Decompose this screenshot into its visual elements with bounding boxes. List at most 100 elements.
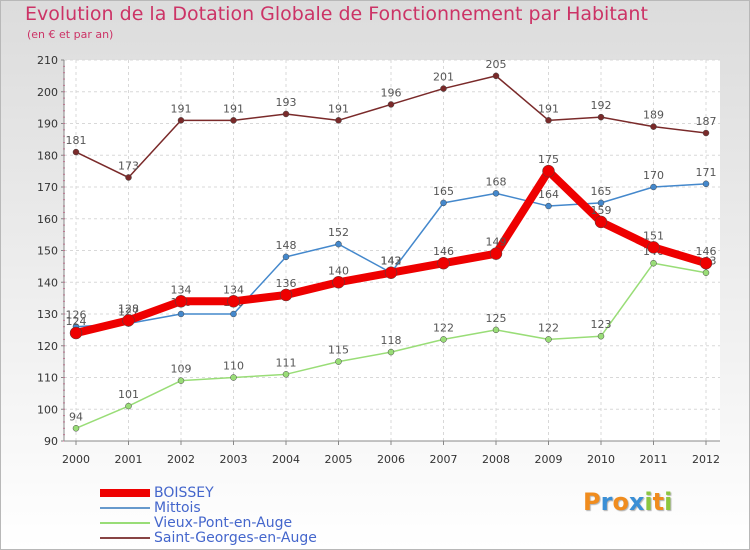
data-point-mittois <box>335 240 342 248</box>
data-point-boissey <box>332 276 345 289</box>
x-tick-label: 2008 <box>482 453 510 466</box>
data-point-vieux-pont-en-auge <box>230 374 237 381</box>
x-tick-label: 2002 <box>167 453 195 466</box>
data-point-boissey <box>594 215 608 229</box>
data-point-saint-georges-en-auge <box>230 117 237 124</box>
data-point-saint-georges-en-auge <box>702 129 710 137</box>
data-point-saint-georges-en-auge <box>387 101 395 108</box>
data-label-saint-georges-en-auge: 191 <box>223 102 244 115</box>
data-label-boissey: 149 <box>486 236 507 249</box>
legend-label: Vieux-Pont-en-Auge <box>154 515 293 531</box>
data-point-saint-georges-en-auge <box>282 110 290 118</box>
data-point-vieux-pont-en-auge <box>177 377 185 384</box>
x-tick-label: 2004 <box>272 453 300 466</box>
data-point-mittois <box>282 253 290 261</box>
data-label-saint-georges-en-auge: 196 <box>381 86 402 99</box>
data-label-mittois: 126 <box>66 309 87 322</box>
data-point-vieux-pont-en-auge <box>597 332 605 340</box>
x-tick-label: 2012 <box>692 453 720 466</box>
data-label-saint-georges-en-auge: 192 <box>591 99 612 112</box>
data-point-mittois <box>230 310 237 318</box>
data-point-mittois <box>492 190 500 197</box>
data-point-mittois <box>440 199 447 207</box>
data-label-boissey: 134 <box>223 283 244 296</box>
y-tick-label: 190 <box>37 118 58 131</box>
data-point-mittois <box>597 199 605 207</box>
data-point-mittois <box>702 180 710 188</box>
legend-swatch <box>100 537 150 539</box>
data-label-vieux-pont-en-auge: 123 <box>591 318 612 331</box>
data-point-mittois <box>650 183 657 191</box>
data-label-vieux-pont-en-auge: 110 <box>223 360 244 373</box>
data-point-vieux-pont-en-auge <box>335 358 342 365</box>
y-tick-label: 160 <box>37 213 58 226</box>
chart-title: Evolution de la Dotation Globale de Fonc… <box>25 3 648 25</box>
data-point-mittois <box>177 310 185 318</box>
data-label-boissey: 140 <box>328 264 349 277</box>
data-point-saint-georges-en-auge <box>597 113 605 121</box>
legend-swatch <box>100 507 150 509</box>
data-point-boissey <box>69 326 83 340</box>
x-tick-label: 2003 <box>220 453 248 466</box>
data-label-saint-georges-en-auge: 173 <box>118 159 139 172</box>
y-tick-label: 140 <box>37 276 58 289</box>
data-point-vieux-pont-en-auge <box>702 269 710 276</box>
data-label-vieux-pont-en-auge: 115 <box>328 344 349 357</box>
data-label-mittois: 152 <box>328 226 349 239</box>
data-label-boissey: 136 <box>276 277 297 290</box>
data-label-boissey: 134 <box>171 283 192 296</box>
data-label-saint-georges-en-auge: 191 <box>328 102 349 115</box>
x-tick-label: 2010 <box>587 453 615 466</box>
data-label-saint-georges-en-auge: 191 <box>538 102 559 115</box>
data-label-saint-georges-en-auge: 193 <box>276 96 297 109</box>
data-point-vieux-pont-en-auge <box>125 402 132 410</box>
data-label-vieux-pont-en-auge: 109 <box>171 363 192 376</box>
x-tick-label: 2006 <box>377 453 405 466</box>
data-point-vieux-pont-en-auge <box>282 371 290 378</box>
logo-letter: t <box>652 488 665 516</box>
proxiti-logo: Proxiti <box>583 488 672 516</box>
y-tick-label: 170 <box>37 181 58 194</box>
y-tick-label: 210 <box>37 54 58 67</box>
data-label-mittois: 171 <box>696 166 717 179</box>
data-point-saint-georges-en-auge <box>545 117 552 124</box>
data-point-saint-georges-en-auge <box>492 72 500 80</box>
data-point-saint-georges-en-auge <box>440 85 447 92</box>
data-point-saint-georges-en-auge <box>125 174 132 181</box>
x-tick-label: 2009 <box>535 453 563 466</box>
data-point-vieux-pont-en-auge <box>492 326 500 334</box>
data-label-mittois: 165 <box>591 185 612 198</box>
data-point-saint-georges-en-auge <box>650 123 657 130</box>
data-label-saint-georges-en-auge: 189 <box>643 109 664 122</box>
data-point-vieux-pont-en-auge <box>650 259 657 267</box>
data-label-boissey: 159 <box>591 204 612 217</box>
data-label-boissey: 142 <box>381 255 402 268</box>
data-point-saint-georges-en-auge <box>72 148 80 156</box>
data-point-boissey <box>542 164 555 178</box>
data-label-boissey: 151 <box>643 229 664 242</box>
data-label-saint-georges-en-auge: 201 <box>433 71 454 84</box>
data-label-mittois: 170 <box>643 169 664 182</box>
data-point-saint-georges-en-auge <box>335 117 342 124</box>
y-tick-label: 150 <box>37 245 58 258</box>
data-point-vieux-pont-en-auge <box>545 336 552 343</box>
logo-letter: P <box>583 488 601 516</box>
data-label-boissey: 146 <box>696 245 717 258</box>
data-label-vieux-pont-en-auge: 111 <box>276 356 297 369</box>
data-label-boissey: 146 <box>433 245 454 258</box>
data-label-mittois: 143 <box>381 255 402 268</box>
data-label-vieux-pont-en-auge: 101 <box>118 388 139 401</box>
data-label-boissey: 124 <box>66 315 87 328</box>
legend-label: BOISSEY <box>154 485 214 501</box>
data-point-boissey <box>384 266 398 279</box>
logo-letter: i <box>644 488 653 516</box>
data-point-boissey <box>699 256 713 270</box>
y-tick-label: 90 <box>44 435 58 448</box>
data-label-boissey: 175 <box>538 153 559 166</box>
data-point-saint-georges-en-auge <box>177 117 185 124</box>
y-tick-label: 120 <box>37 340 58 353</box>
logo-letter: r <box>600 488 613 516</box>
data-label-vieux-pont-en-auge: 122 <box>433 321 454 334</box>
x-tick-label: 2007 <box>430 453 458 466</box>
